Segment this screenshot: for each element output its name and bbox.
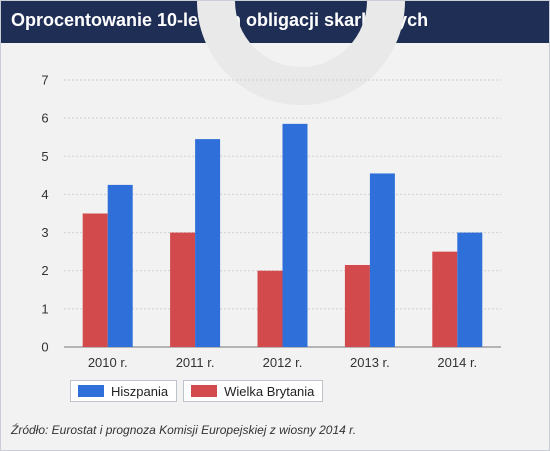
watermark-ring	[197, 1, 405, 105]
legend-swatch-hiszpania	[78, 385, 104, 397]
bar-hiszpania-0	[107, 184, 133, 347]
y-tick-label: 3	[41, 225, 48, 240]
y-tick-label: 2	[41, 263, 48, 278]
bar-wielka-brytania-2	[257, 270, 283, 347]
source-note: Źródło: Eurostat i prognoza Komisji Euro…	[11, 423, 357, 437]
y-tick-label: 5	[41, 149, 48, 164]
bar-wielka-brytania-0	[82, 213, 108, 347]
legend-swatch-wielka-brytania	[191, 385, 218, 397]
y-tick-label: 0	[41, 340, 48, 355]
y-tick-label: 4	[41, 187, 48, 202]
legend-item-hiszpania[interactable]: Hiszpania	[70, 380, 178, 402]
legend-item-wielka-brytania[interactable]: Wielka Brytania	[183, 380, 324, 402]
bar-wielka-brytania-4	[432, 251, 458, 347]
legend-label-hiszpania: Hiszpania	[111, 383, 169, 399]
bar-hiszpania-1	[195, 139, 221, 347]
x-tick-label: 2013 r.	[350, 355, 390, 370]
bar-hiszpania-3	[369, 173, 395, 347]
x-tick-label: 2010 r.	[88, 355, 128, 370]
y-tick-label: 7	[41, 73, 48, 88]
bar-hiszpania-2	[282, 123, 308, 347]
legend-label-wielka-brytania: Wielka Brytania	[224, 383, 315, 399]
bar-wielka-brytania-1	[170, 232, 196, 347]
x-tick-label: 2012 r.	[263, 355, 303, 370]
x-tick-label: 2014 r.	[437, 355, 477, 370]
y-tick-label: 6	[41, 111, 48, 126]
bar-wielka-brytania-3	[344, 264, 370, 347]
x-tick-label: 2011 r.	[176, 355, 215, 370]
bar-hiszpania-4	[457, 232, 483, 347]
y-tick-label: 1	[41, 301, 48, 316]
legend: Hiszpania Wielka Brytania	[70, 380, 324, 402]
